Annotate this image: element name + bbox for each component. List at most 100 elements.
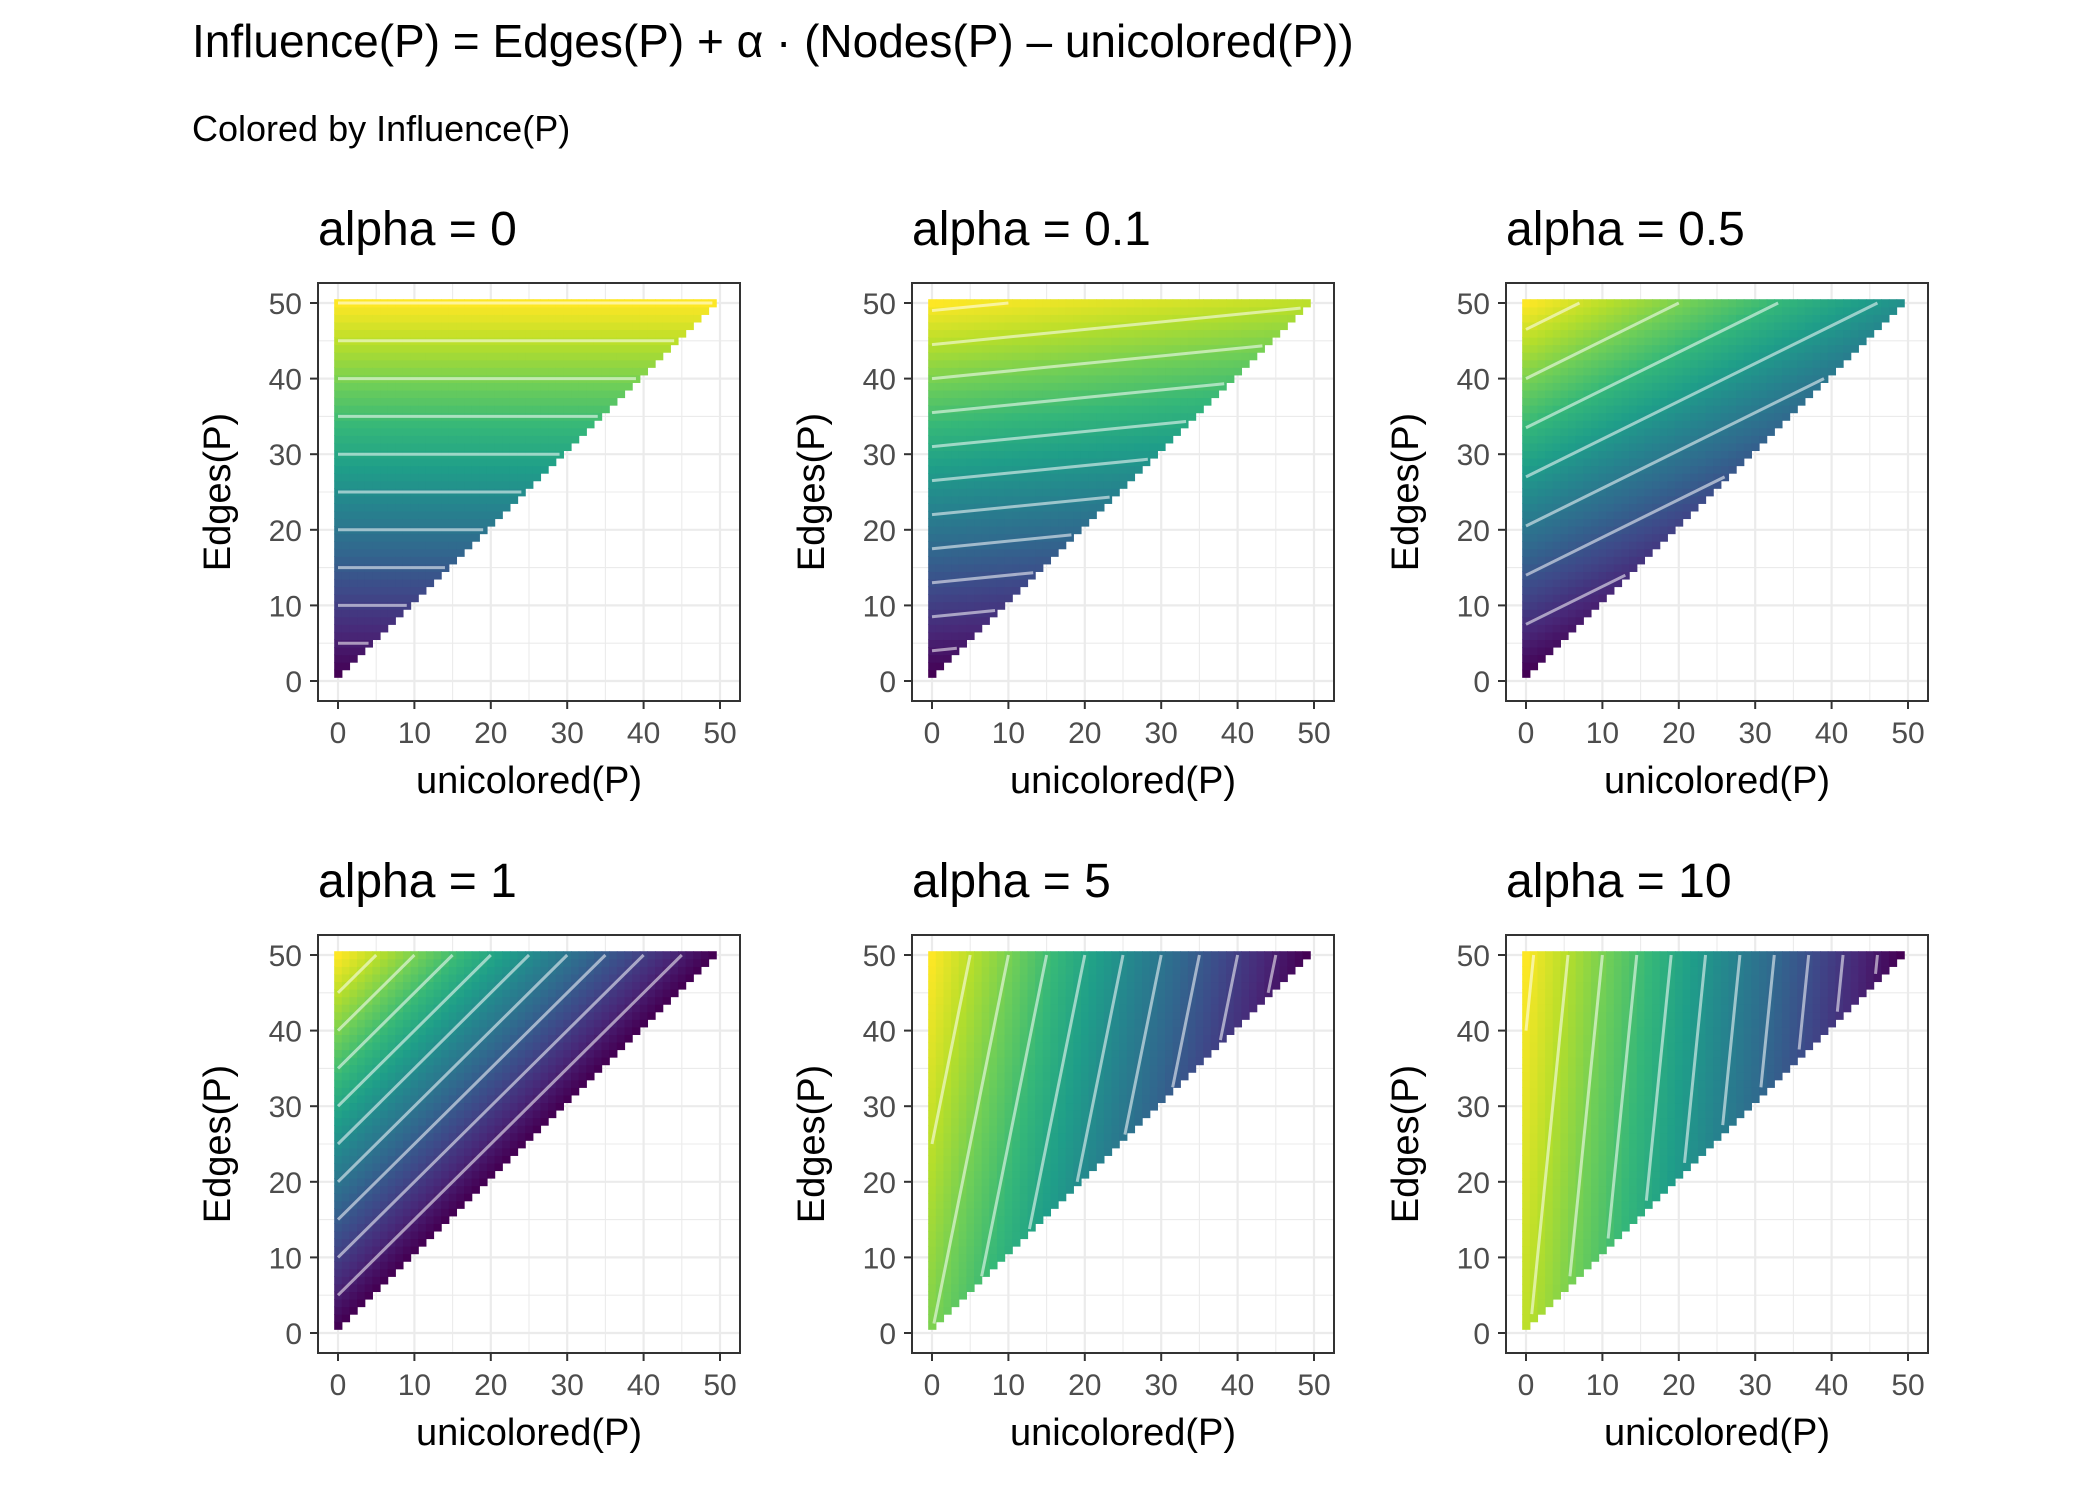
heat-cell [966, 382, 975, 391]
heat-cell [441, 382, 450, 391]
heat-cell [364, 1019, 373, 1028]
x-tick-label: 10 [992, 717, 1025, 750]
heat-cell [456, 966, 465, 975]
heat-cell [981, 337, 990, 346]
heat-cell [349, 314, 358, 323]
heat-cell [1142, 389, 1151, 399]
heat-cell [1042, 495, 1052, 504]
heat-cell [1736, 442, 1745, 452]
heat-cell [402, 533, 412, 542]
heat-cell [639, 306, 649, 315]
heat-cell [578, 352, 587, 361]
heat-cell [364, 397, 373, 406]
heat-cell [517, 1011, 526, 1020]
heat-cell [1537, 480, 1546, 489]
heat-cell [1065, 465, 1074, 474]
heat-cell [1568, 306, 1577, 315]
heat-cell [1850, 299, 1859, 308]
heat-cell [1873, 314, 1882, 323]
heat-cell [341, 966, 351, 975]
heat-cell [586, 405, 595, 414]
heat-cell [928, 571, 937, 580]
heat-cell [1674, 337, 1684, 346]
heat-cell [1203, 389, 1212, 399]
heat-cell [928, 465, 937, 474]
heat-cell [1210, 359, 1220, 368]
heat-cell [935, 473, 945, 482]
heat-cell [1529, 382, 1539, 391]
heat-cell [1759, 420, 1768, 429]
heat-cell [395, 1072, 404, 1081]
heat-cell [1529, 556, 1539, 565]
heat-cell [1606, 299, 1615, 308]
heat-cell [1019, 329, 1029, 338]
heat-cell [1690, 344, 1699, 353]
heat-cell [395, 1094, 404, 1104]
heat-cell [464, 1193, 473, 1202]
heat-cell [357, 382, 366, 391]
heat-cell [928, 533, 937, 542]
heat-cell [1271, 299, 1281, 308]
heat-cell [1789, 314, 1798, 323]
heat-cell [1233, 321, 1243, 331]
heat-cell [1050, 427, 1059, 436]
heat-cell [486, 457, 496, 467]
heat-cell [494, 442, 503, 452]
heat-cell [341, 556, 351, 565]
heat-cell [357, 1283, 366, 1293]
heat-cell [1537, 427, 1546, 436]
heat-cell [448, 1011, 458, 1020]
heat-cell [402, 1155, 412, 1164]
heat-cell [364, 1125, 373, 1134]
heat-cell [387, 981, 396, 990]
heat-cell [1713, 412, 1722, 421]
heat-cell [1073, 329, 1082, 338]
heat-cell [456, 951, 465, 960]
heat-cell [958, 359, 967, 368]
heat-cell [1157, 442, 1166, 452]
heat-cell [471, 367, 480, 376]
heat-cell [981, 495, 990, 504]
heat-cell [471, 1102, 480, 1111]
heat-cell [410, 1170, 419, 1179]
heat-cell [1058, 450, 1067, 459]
heat-cell [1774, 306, 1783, 315]
heat-cell [548, 329, 557, 338]
heat-cell [548, 352, 557, 361]
heat-cell [1613, 412, 1623, 421]
heat-cell [1073, 510, 1082, 520]
heat-cell [1835, 352, 1844, 361]
heat-cell [364, 1011, 373, 1020]
heat-cell [380, 314, 389, 323]
heat-cell [1279, 314, 1288, 323]
heat-cell [1522, 639, 1531, 648]
heat-cell [1210, 321, 1220, 331]
heat-cell [372, 1208, 381, 1217]
heat-cell [1004, 344, 1013, 353]
heat-cell [525, 1117, 534, 1126]
heat-cell [1568, 321, 1577, 331]
heat-cell [1590, 299, 1600, 308]
heat-cell [418, 503, 427, 512]
heat-cell [486, 442, 496, 452]
heat-cell [517, 1041, 526, 1051]
heat-cell [981, 518, 990, 527]
heat-cell [1149, 367, 1158, 376]
heat-cell [471, 989, 480, 998]
heat-cell [433, 306, 442, 315]
heat-cell [1073, 344, 1082, 353]
heat-cell [1012, 389, 1021, 399]
heat-cell [425, 503, 435, 512]
heat-cell [532, 352, 542, 361]
heat-cell [1126, 442, 1136, 452]
heat-cell [1728, 389, 1737, 399]
heat-cell [966, 465, 975, 474]
heat-cell [1004, 480, 1013, 489]
heat-cell [548, 314, 557, 323]
heat-cell [1172, 359, 1181, 368]
heat-cell [479, 1170, 488, 1179]
heat-cell [1629, 465, 1638, 474]
heat-cell [464, 1155, 473, 1164]
heat-cell [609, 344, 618, 353]
heat-cell [1560, 526, 1569, 535]
